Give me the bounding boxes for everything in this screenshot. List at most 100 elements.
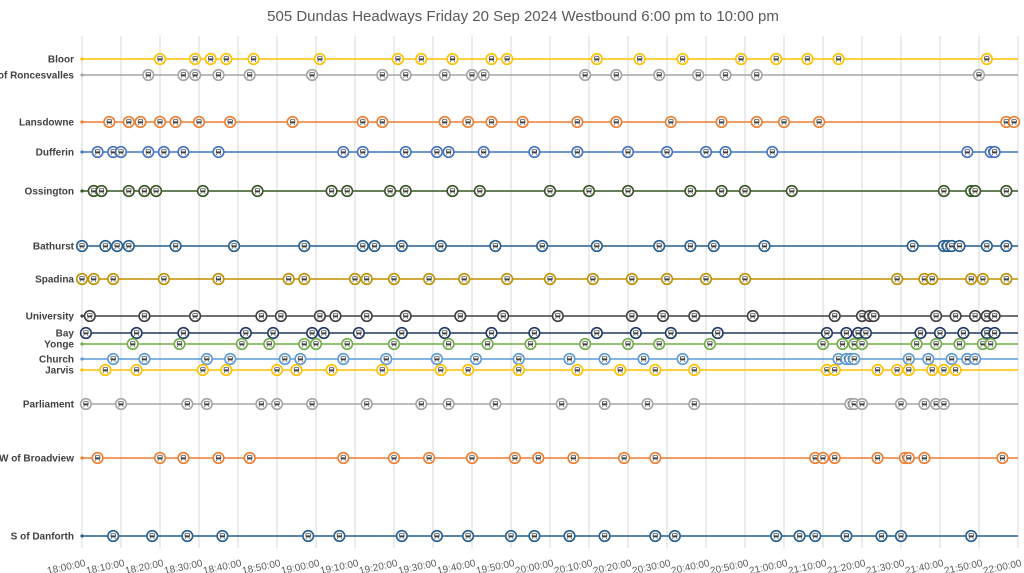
car-window xyxy=(844,533,849,536)
car-wheel xyxy=(422,60,424,63)
car-window xyxy=(208,56,213,59)
car-window xyxy=(419,56,424,59)
car-window xyxy=(103,243,108,246)
car-window xyxy=(657,341,661,344)
streetcar-icon xyxy=(676,352,689,366)
streetcar-icon xyxy=(434,239,447,253)
streetcar-icon xyxy=(699,145,713,159)
car-window xyxy=(836,356,841,359)
x-tick-label: 19:10:00 xyxy=(319,558,360,573)
car-window xyxy=(111,356,115,359)
streetcar-icon xyxy=(177,451,190,465)
car-wheel xyxy=(956,247,959,250)
car-wheel xyxy=(391,345,393,348)
car-wheel xyxy=(812,537,814,540)
car-wheel xyxy=(219,153,222,156)
car-wheel xyxy=(570,459,573,462)
car-wheel xyxy=(520,371,522,374)
car-wheel xyxy=(968,153,970,156)
streetcar-icon xyxy=(114,145,128,159)
streetcar-icon xyxy=(590,239,603,253)
streetcar-icon xyxy=(625,309,639,323)
car-wheel xyxy=(301,360,303,363)
streetcar-icon xyxy=(255,309,268,323)
car-wheel xyxy=(231,123,233,126)
car-wheel xyxy=(691,192,693,195)
car-window xyxy=(318,56,322,59)
car-wheel xyxy=(375,247,378,250)
x-tick-label: 18:20:00 xyxy=(124,558,165,573)
car-wheel xyxy=(559,405,561,408)
car-wheel xyxy=(153,537,155,540)
car-wheel xyxy=(449,60,452,63)
car-window xyxy=(871,313,876,316)
series-start-dot xyxy=(80,150,84,154)
car-window xyxy=(1004,188,1009,191)
car-wheel xyxy=(980,76,982,79)
car-wheel xyxy=(664,317,666,320)
streetcar-icon xyxy=(87,272,100,286)
series-start-dot xyxy=(80,456,84,460)
car-wheel xyxy=(921,280,924,283)
car-wheel xyxy=(83,334,85,337)
car-wheel xyxy=(917,345,920,348)
car-wheel xyxy=(680,60,682,63)
streetcar-icon xyxy=(337,145,350,159)
car-wheel xyxy=(594,280,596,283)
car-wheel xyxy=(508,537,510,540)
streetcar-icon xyxy=(153,115,167,129)
car-window xyxy=(345,341,349,344)
car-wheel xyxy=(765,247,768,250)
streetcar-icon xyxy=(937,397,951,411)
car-wheel xyxy=(582,345,584,348)
car-wheel xyxy=(387,360,389,363)
car-wheel xyxy=(192,317,194,320)
car-window xyxy=(774,533,778,536)
car-wheel xyxy=(227,123,229,126)
car-wheel xyxy=(574,459,576,462)
car-window xyxy=(216,276,221,279)
streetcar-icon xyxy=(660,272,674,286)
car-wheel xyxy=(477,192,479,195)
car-wheel xyxy=(839,360,842,363)
car-wheel xyxy=(98,192,101,195)
car-wheel xyxy=(629,192,631,195)
car-wheel xyxy=(395,345,397,348)
car-wheel xyxy=(738,60,740,63)
car-window xyxy=(981,341,985,344)
car-wheel xyxy=(126,192,128,195)
car-wheel xyxy=(329,192,331,195)
stop-label: University xyxy=(26,312,75,323)
car-window xyxy=(158,455,162,458)
car-wheel xyxy=(691,371,694,374)
car-window xyxy=(146,72,151,75)
streetcar-icon xyxy=(368,239,381,253)
car-wheel xyxy=(364,317,366,320)
car-window xyxy=(797,533,802,536)
stop-label: Ossington xyxy=(25,187,74,198)
car-wheel xyxy=(465,123,467,126)
streetcar-icon xyxy=(890,363,904,377)
car-window xyxy=(825,367,829,370)
streetcar-icon xyxy=(415,397,428,411)
streetcar-icon xyxy=(610,68,623,82)
car-wheel xyxy=(566,360,569,363)
streetcar-icon xyxy=(235,337,248,351)
car-wheel xyxy=(535,334,537,337)
car-wheel xyxy=(680,360,682,363)
car-wheel xyxy=(754,317,756,320)
series-start-dot xyxy=(80,314,84,318)
stop-label: Parliament xyxy=(23,400,75,411)
streetcar-icon xyxy=(988,145,1001,159)
streetcar-icon xyxy=(212,145,225,159)
streetcar-icon xyxy=(341,337,354,351)
car-window xyxy=(216,455,221,458)
streetcar-icon xyxy=(274,309,287,323)
car-window xyxy=(536,455,541,458)
car-window xyxy=(754,119,759,122)
car-window xyxy=(481,72,486,75)
car-window xyxy=(754,72,759,75)
car-wheel xyxy=(551,280,553,283)
car-wheel xyxy=(945,371,947,374)
car-window xyxy=(442,72,447,75)
